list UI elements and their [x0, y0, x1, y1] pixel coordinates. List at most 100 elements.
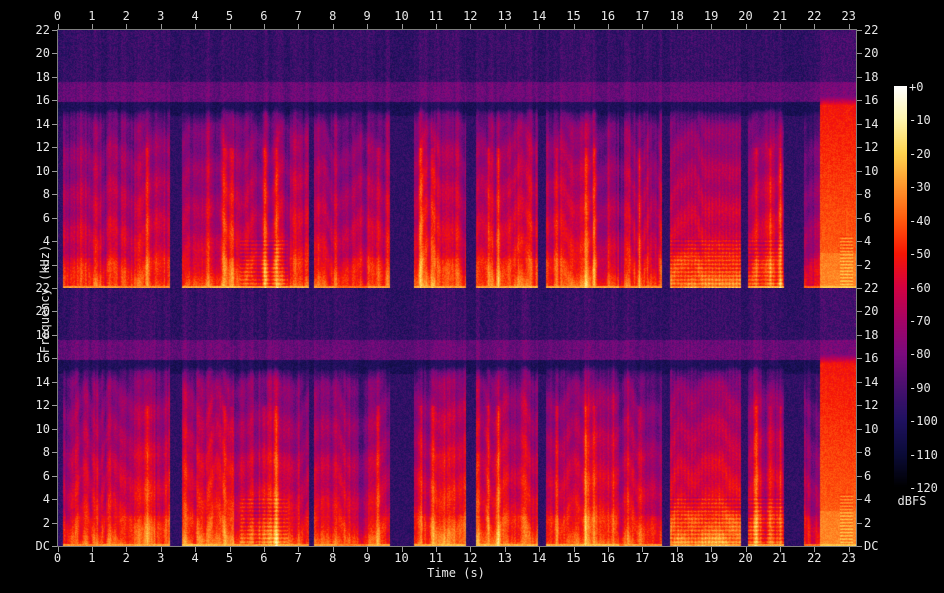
time-tick-mark	[848, 24, 850, 29]
freq-tick-label: 20	[864, 46, 879, 60]
freq-tick-label: 10	[35, 422, 50, 436]
time-tick-label: 17	[635, 9, 650, 23]
time-tick-mark	[470, 547, 472, 552]
freq-tick-mark	[52, 311, 57, 312]
freq-tick-mark	[52, 523, 57, 524]
freq-tick-label: 22	[35, 23, 50, 37]
freq-tick-label: 22	[35, 281, 50, 295]
time-tick-label: 18	[669, 9, 684, 23]
freq-tick-mark	[52, 382, 57, 383]
freq-tick-mark	[857, 218, 862, 219]
time-tick-label: 12	[463, 9, 478, 23]
freq-tick-mark	[857, 265, 862, 266]
time-tick-label: 7	[294, 551, 302, 565]
freq-tick-mark	[52, 30, 57, 31]
freq-tick-label: 2	[864, 258, 872, 272]
freq-tick-mark	[857, 335, 862, 336]
time-tick-mark	[573, 24, 575, 29]
time-tick-mark	[263, 547, 265, 552]
freq-tick-label: 18	[864, 328, 879, 342]
freq-tick-label: 14	[35, 375, 50, 389]
time-tick-label: 21	[772, 9, 788, 23]
freq-tick-label: 4	[864, 234, 872, 248]
colorbar-tick-label: -90	[909, 380, 931, 395]
freq-tick-mark	[52, 358, 57, 359]
time-tick-mark	[814, 547, 816, 552]
time-tick-mark	[711, 547, 713, 552]
freq-tick-label: 4	[864, 492, 872, 506]
freq-tick-label: 12	[864, 398, 879, 412]
freq-tick-label: 20	[35, 46, 50, 60]
time-tick-mark	[160, 24, 162, 29]
freq-tick-label: 8	[42, 445, 50, 459]
time-tick-label: 11	[428, 551, 444, 565]
colorbar-tick-label: -30	[909, 180, 931, 195]
time-tick-mark	[504, 24, 506, 29]
time-tick-label: 11	[428, 9, 444, 23]
time-tick-label: 8	[329, 551, 337, 565]
time-tick-label: 16	[600, 9, 616, 23]
freq-tick-mark	[52, 241, 57, 242]
time-tick-label: 1	[88, 9, 96, 23]
time-tick-mark	[367, 547, 369, 552]
time-tick-mark	[435, 547, 437, 552]
freq-tick-mark	[857, 405, 862, 406]
freq-tick-mark	[857, 288, 862, 289]
colorbar-tick-label: -10	[909, 113, 931, 128]
time-tick-mark	[332, 24, 334, 29]
freq-tick-mark	[52, 218, 57, 219]
time-tick-label: 14	[531, 9, 547, 23]
time-tick-label: 20	[738, 9, 753, 23]
freq-tick-mark	[857, 241, 862, 242]
time-tick-label: 6	[260, 551, 268, 565]
time-tick-label: 10	[394, 551, 409, 565]
time-tick-label: 14	[531, 551, 547, 565]
colorbar-title: dBFS	[897, 494, 927, 508]
time-tick-label: 5	[225, 551, 234, 565]
colorbar-tick-label: -20	[909, 146, 931, 161]
colorbar	[894, 86, 907, 488]
time-tick-mark	[195, 547, 197, 552]
freq-tick-mark	[857, 147, 862, 148]
time-tick-mark	[676, 24, 678, 29]
colorbar-tick-label: -80	[909, 347, 931, 362]
freq-tick-mark	[52, 53, 57, 54]
freq-tick-mark	[52, 405, 57, 406]
time-tick-mark	[642, 24, 644, 29]
freq-tick-mark	[52, 77, 57, 78]
freq-tick-label: 2	[42, 516, 50, 530]
freq-tick-mark	[52, 100, 57, 101]
plot-area	[57, 29, 857, 547]
colorbar-tick-label: -50	[909, 247, 931, 262]
time-tick-label: 20	[738, 551, 753, 565]
time-tick-label: 15	[566, 551, 581, 565]
spectrogram-channel-2	[58, 288, 856, 546]
time-tick-mark	[814, 24, 816, 29]
freq-tick-mark	[52, 476, 57, 477]
freq-tick-mark	[52, 171, 57, 172]
freq-tick-label: 22	[864, 23, 879, 37]
freq-tick-mark	[52, 124, 57, 125]
time-tick-mark	[91, 24, 93, 29]
time-tick-label: 17	[635, 551, 650, 565]
time-tick-mark	[607, 547, 609, 552]
time-tick-label: 9	[363, 551, 371, 565]
time-tick-label: 15	[566, 9, 581, 23]
freq-tick-mark	[857, 523, 862, 524]
time-tick-mark	[642, 547, 644, 552]
freq-tick-mark	[857, 476, 862, 477]
freq-tick-label: 6	[864, 469, 872, 483]
freq-tick-label: 10	[864, 164, 879, 178]
freq-tick-mark	[52, 288, 57, 289]
time-tick-mark	[263, 24, 265, 29]
colorbar-tick-label: +0	[909, 80, 924, 94]
freq-tick-label: 12	[864, 140, 879, 154]
freq-tick-label: 6	[42, 211, 50, 225]
freq-tick-label: 10	[35, 164, 50, 178]
time-tick-label: 23	[841, 551, 856, 565]
time-tick-label: 3	[157, 9, 165, 23]
time-tick-label: 0	[53, 9, 62, 23]
time-tick-mark	[745, 547, 747, 552]
freq-tick-mark	[857, 53, 862, 54]
time-tick-label: 2	[122, 551, 130, 565]
